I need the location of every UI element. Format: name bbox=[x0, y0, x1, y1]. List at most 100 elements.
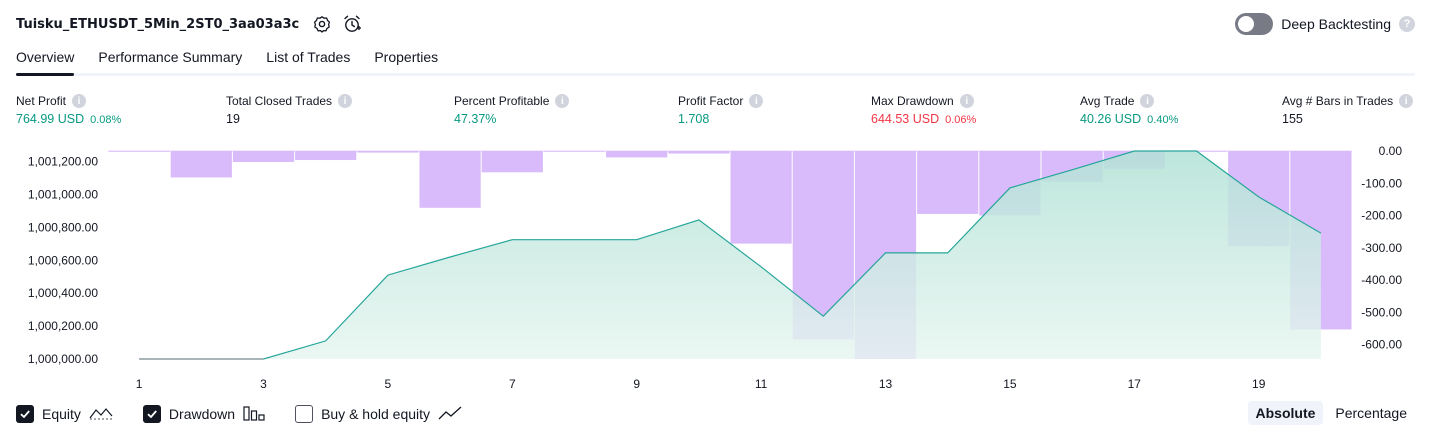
drawdown-bar bbox=[170, 151, 232, 178]
tab-performance-summary[interactable]: Performance Summary bbox=[98, 49, 243, 65]
info-icon[interactable]: i bbox=[959, 94, 974, 108]
mode-percentage[interactable]: Percentage bbox=[1335, 405, 1407, 421]
legend-label: Buy & hold equity bbox=[321, 406, 431, 422]
scale-mode-switch: Absolute Percentage bbox=[1247, 401, 1416, 425]
strategy-header: Tuisku_ETHUSDT_5Min_2ST0_3aa03a3c bbox=[16, 12, 363, 36]
metric-value: 764.99 USD bbox=[16, 112, 85, 126]
drawdown-bar bbox=[481, 151, 543, 173]
equity-tick-label: 1,000,200.00 bbox=[28, 319, 98, 333]
drawdown-bar bbox=[917, 151, 979, 214]
info-icon[interactable]: i bbox=[72, 94, 87, 108]
info-icon[interactable]: i bbox=[1399, 94, 1414, 108]
drawdown-tick-label: -400.00 bbox=[1361, 273, 1402, 287]
metric-label: Avg Trade bbox=[1080, 94, 1135, 108]
trade-tick-label: 17 bbox=[1128, 377, 1142, 391]
drawdown-bar bbox=[232, 151, 295, 162]
metric-net-profit: Net Profit i 764.99 USD 0.08% bbox=[16, 92, 121, 126]
metric-max-drawdown: Max Drawdown i 644.53 USD 0.06% bbox=[871, 92, 976, 126]
metric-label: Net Profit bbox=[16, 94, 67, 108]
trade-tick-label: 3 bbox=[260, 377, 267, 391]
tab-bar: Overview Performance Summary List of Tra… bbox=[16, 46, 462, 76]
drawdown-tick-label: 0.00 bbox=[1379, 144, 1403, 158]
drawdown-bar bbox=[295, 151, 357, 161]
alarm-icon[interactable] bbox=[341, 13, 363, 35]
drawdown-tick-label: -200.00 bbox=[1361, 209, 1402, 223]
settings-icon[interactable] bbox=[311, 13, 333, 35]
drawdown-tick-label: -600.00 bbox=[1361, 338, 1402, 352]
drawdown-bar bbox=[419, 151, 481, 208]
info-icon[interactable]: i bbox=[555, 94, 570, 108]
strategy-title: Tuisku_ETHUSDT_5Min_2ST0_3aa03a3c bbox=[16, 16, 300, 32]
metric-label: Total Closed Trades bbox=[226, 94, 333, 108]
equity-tick-label: 1,001,200.00 bbox=[28, 155, 98, 169]
metric-value: 19 bbox=[226, 112, 240, 126]
legend-buy-hold[interactable]: Buy & hold equity bbox=[295, 405, 462, 424]
metric-label: Max Drawdown bbox=[871, 94, 954, 108]
deep-backtesting-label: Deep Backtesting bbox=[1281, 16, 1391, 32]
info-icon[interactable]: i bbox=[338, 94, 353, 108]
equity-area bbox=[139, 150, 1322, 360]
equity-tick-label: 1,001,000.00 bbox=[28, 187, 98, 201]
metric-value: 644.53 USD bbox=[871, 112, 940, 126]
trade-tick-label: 15 bbox=[1003, 377, 1017, 391]
trade-number-axis: 1 3 5 7 9 11 13 15 17 19 bbox=[136, 377, 1266, 391]
metric-avg-bars-in-trades: Avg # Bars in Trades i 155 bbox=[1282, 92, 1414, 126]
chart-legend: Equity Drawdown Buy & hold equity bbox=[16, 403, 492, 425]
equity-tick-label: 1,000,800.00 bbox=[28, 220, 98, 234]
trade-tick-label: 11 bbox=[755, 377, 768, 391]
drawdown-bar bbox=[606, 151, 668, 158]
drawdown-tick-label: -100.00 bbox=[1361, 176, 1402, 190]
legend-equity[interactable]: Equity bbox=[16, 405, 113, 423]
bars-icon bbox=[243, 405, 265, 424]
metric-percent: 0.06% bbox=[945, 114, 977, 126]
drawdown-bar bbox=[543, 151, 606, 152]
tab-properties[interactable]: Properties bbox=[374, 49, 439, 65]
buy-hold-checkbox[interactable] bbox=[295, 405, 314, 423]
tab-overview[interactable]: Overview bbox=[16, 46, 75, 76]
drawdown-bar bbox=[357, 151, 419, 153]
metric-value: 40.26 USD bbox=[1080, 112, 1142, 126]
metric-value: 1.708 bbox=[678, 112, 710, 126]
metric-value: 47.37% bbox=[454, 112, 497, 126]
metric-value: 155 bbox=[1282, 112, 1303, 126]
mode-absolute[interactable]: Absolute bbox=[1247, 401, 1324, 425]
trade-tick-label: 5 bbox=[385, 377, 392, 391]
metric-label: Profit Factor bbox=[678, 94, 744, 108]
tab-list-of-trades[interactable]: List of Trades bbox=[266, 49, 351, 65]
metric-profit-factor: Profit Factor i 1.708 bbox=[678, 92, 764, 126]
trade-tick-label: 9 bbox=[633, 377, 640, 391]
trade-tick-label: 13 bbox=[879, 377, 893, 391]
deep-backtesting-toggle[interactable] bbox=[1235, 13, 1274, 35]
drawdown-tick-label: -300.00 bbox=[1361, 241, 1402, 255]
legend-label: Equity bbox=[42, 406, 81, 422]
metric-percent-profitable: Percent Profitable i 47.37% bbox=[454, 92, 570, 126]
equity-fill bbox=[139, 151, 1321, 359]
equity-checkbox[interactable] bbox=[16, 405, 34, 423]
equity-drawdown-chart: 1,001,200.00 1,001,000.00 1,000,800.00 1,00… bbox=[28, 144, 1402, 391]
deep-backtesting-control: Deep Backtesting ? bbox=[1235, 13, 1415, 35]
drawdown-bar bbox=[730, 151, 792, 244]
help-icon[interactable]: ? bbox=[1399, 16, 1415, 32]
metric-avg-trade: Avg Trade i 40.26 USD 0.40% bbox=[1080, 92, 1178, 126]
trend-line-icon bbox=[438, 405, 462, 424]
trade-tick-label: 7 bbox=[509, 377, 516, 391]
metric-label: Avg # Bars in Trades bbox=[1282, 94, 1394, 108]
equity-tick-label: 1,000,600.00 bbox=[28, 253, 98, 267]
metric-label: Percent Profitable bbox=[454, 94, 550, 108]
metric-percent: 0.08% bbox=[90, 114, 122, 126]
equity-axis: 1,001,200.00 1,001,000.00 1,000,800.00 1,00… bbox=[28, 155, 98, 366]
drawdown-axis: 0.00 -100.00 -200.00 -300.00 -400.00 -500.00 -… bbox=[1361, 144, 1402, 352]
tabs-divider bbox=[16, 73, 1415, 76]
equity-tick-label: 1,000,000.00 bbox=[28, 352, 98, 366]
metric-total-closed-trades: Total Closed Trades i 19 bbox=[226, 92, 353, 126]
legend-label: Drawdown bbox=[168, 406, 236, 422]
drawdown-bar bbox=[668, 151, 730, 154]
drawdown-checkbox[interactable] bbox=[142, 405, 161, 423]
trade-tick-label: 19 bbox=[1252, 377, 1266, 391]
legend-drawdown[interactable]: Drawdown bbox=[142, 405, 265, 424]
equity-line-icon bbox=[89, 406, 113, 423]
info-icon[interactable]: i bbox=[749, 94, 764, 108]
equity-line bbox=[139, 150, 1322, 360]
info-icon[interactable]: i bbox=[1140, 94, 1155, 108]
metric-percent: 0.40% bbox=[1147, 114, 1179, 126]
